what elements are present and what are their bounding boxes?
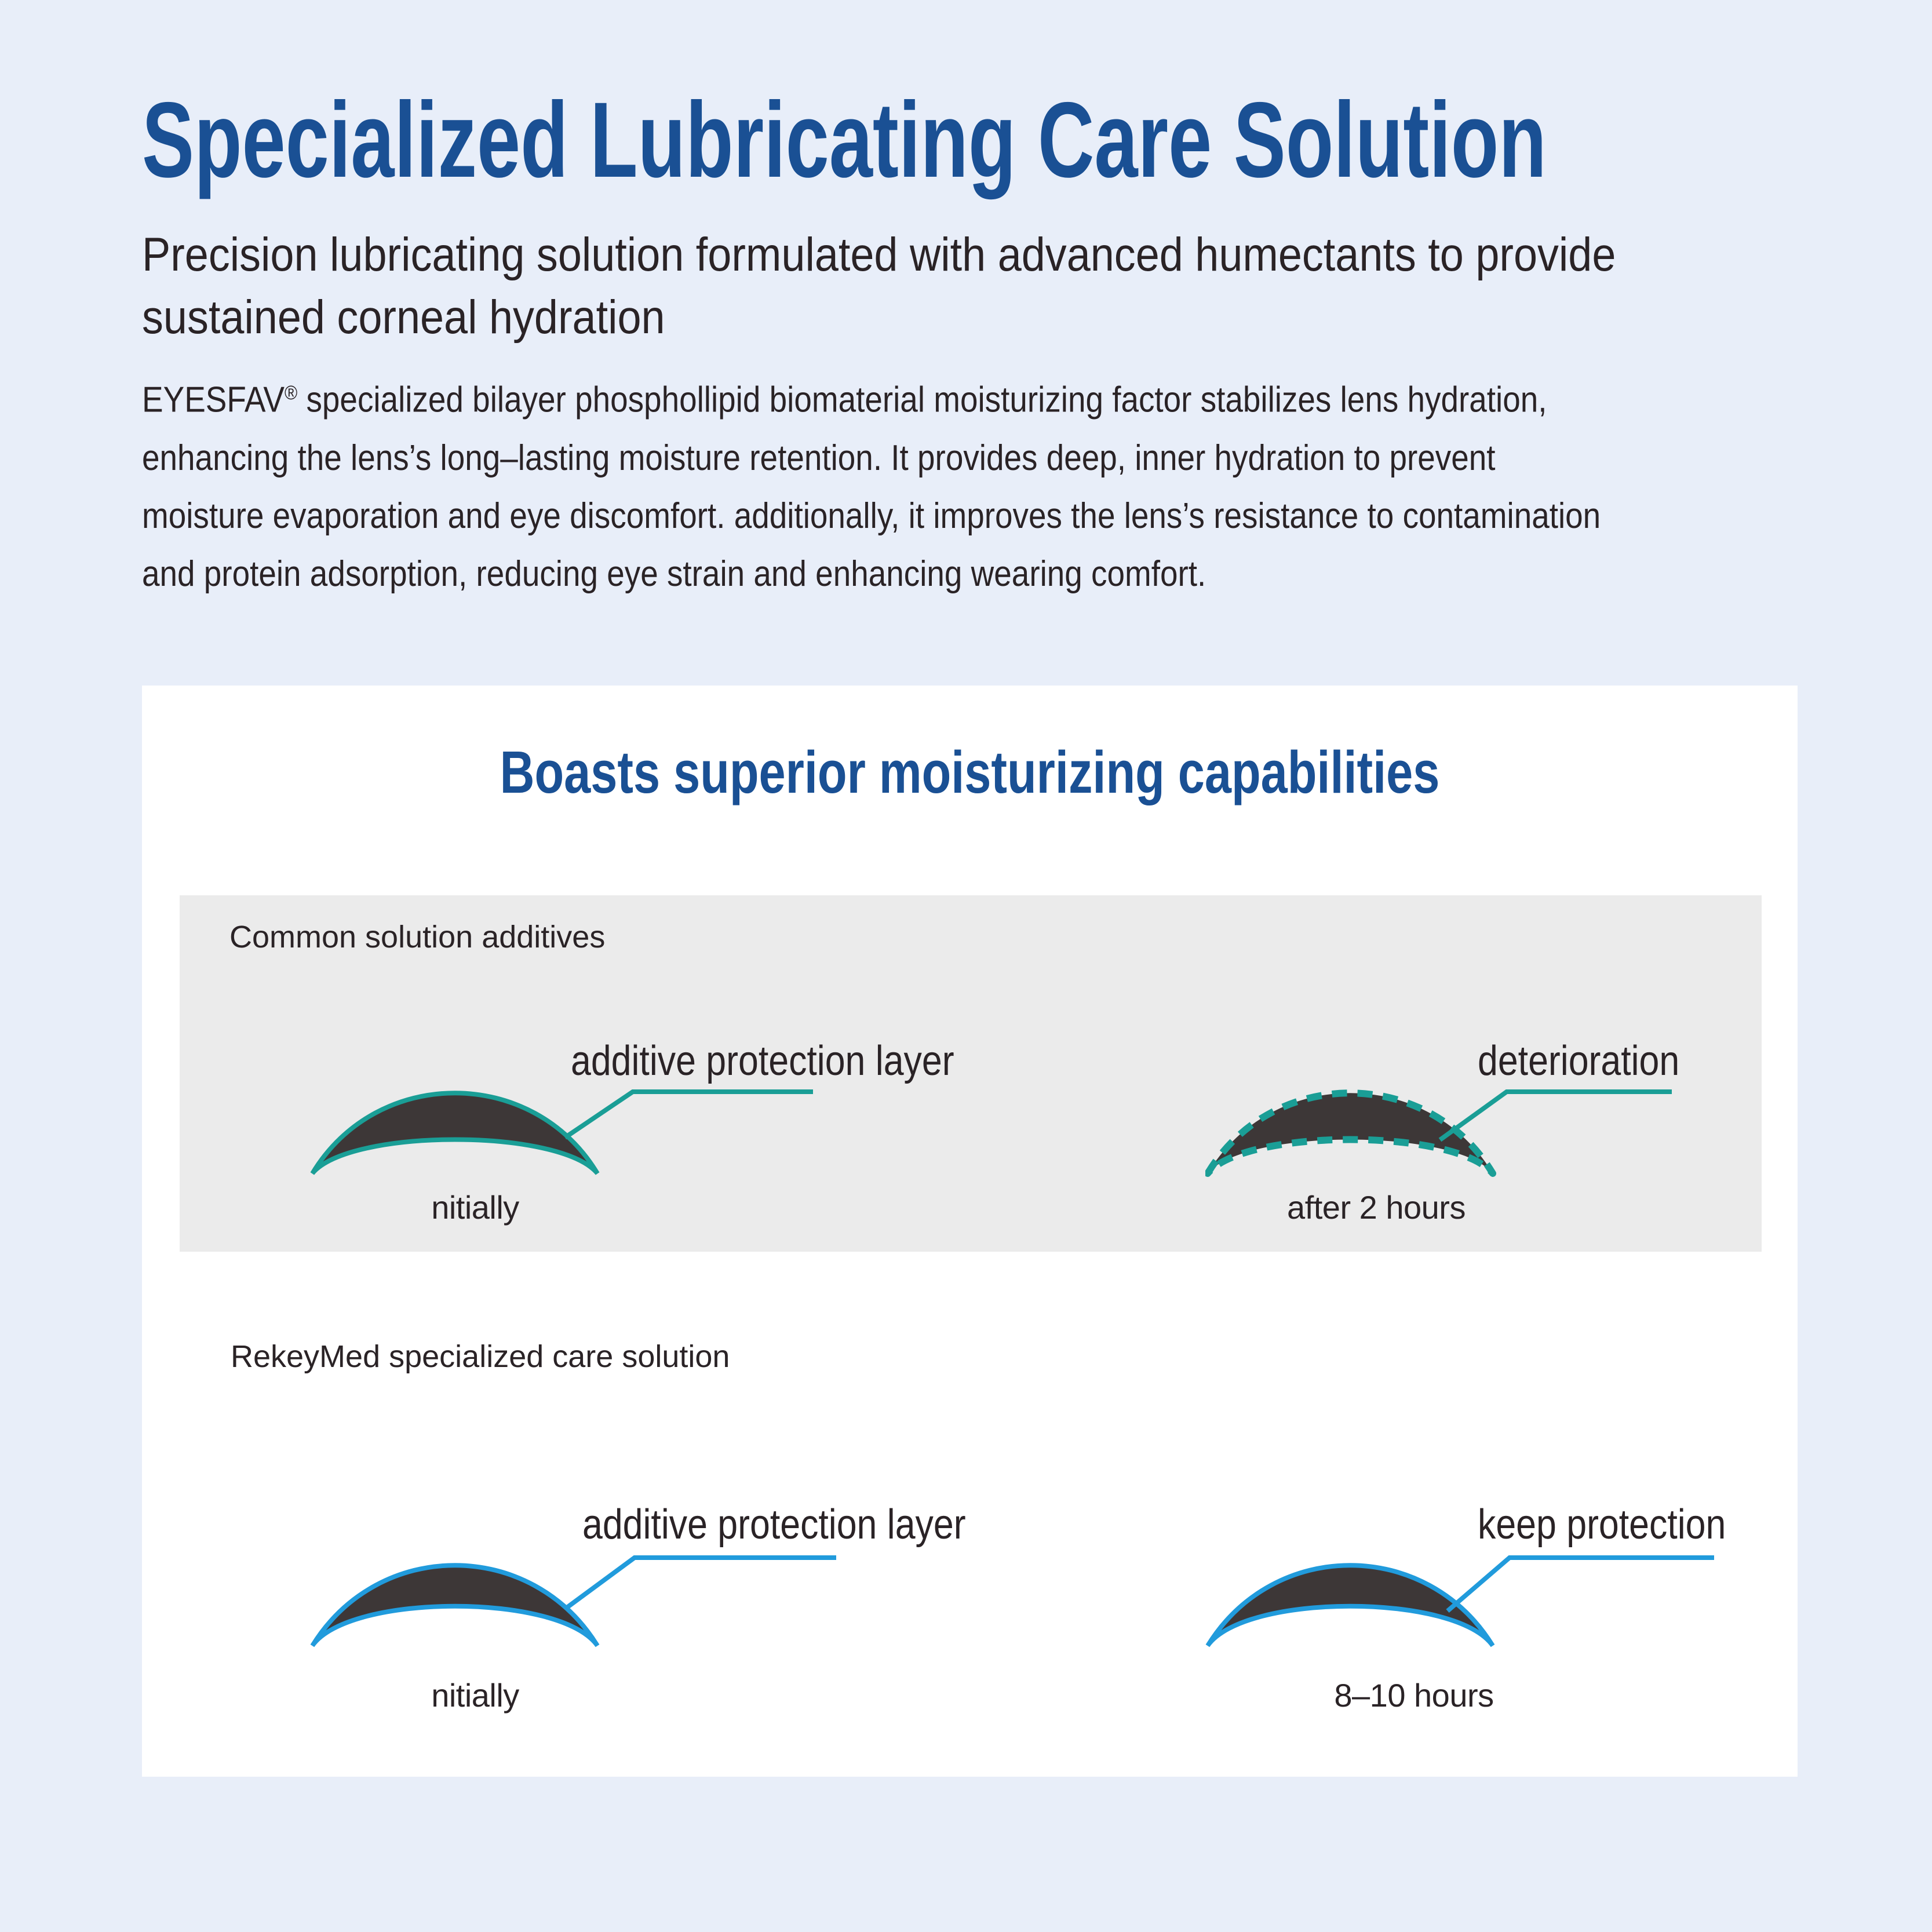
lens-figure-rekey-initial [310,1555,836,1647]
callout-line [1446,1555,1714,1613]
page-subtitle: Precision lubricating solution formulate… [142,224,1616,349]
lens-figure-common-initial [310,1089,813,1175]
diagram-common-after: deterioration after 2 hours [1205,1040,1924,1231]
caption: after 2 hours [1287,1189,1466,1226]
common-additives-label: Common solution additives [229,920,606,954]
callout-label: additive protection layer [582,1501,966,1548]
intro-line4: and protein adsorption, reducing eye str… [142,553,1206,594]
page-subtitle-line2: sustained corneal hydration [142,291,665,344]
intro-line1: specialized bilayer phosphollipid biomat… [297,380,1547,420]
diagram-rekey-after: keep protection 8–10 hours [1205,1492,1924,1736]
callout-line [1438,1089,1672,1142]
callout-line [564,1555,836,1610]
callout-label: additive protection layer [571,1038,954,1084]
page-title: Specialized Lubricating Care Solution [142,81,1547,200]
lens-crescent-dashed-teal-icon [1205,1089,1496,1177]
card-heading: Boasts superior moisturizing capabilitie… [500,739,1440,805]
caption: nitially [431,1677,519,1714]
rekeymed-label: RekeyMed specialized care solution [231,1339,730,1374]
lens-crescent-solid-blue-icon [310,1563,600,1647]
diagram-rekey-initial: additive protection layer nitially [310,1492,1063,1736]
lens-figure-rekey-after [1205,1555,1714,1647]
lens-figure-common-after [1205,1089,1672,1177]
callout-label: keep protection [1478,1501,1726,1548]
callout-line [563,1089,813,1140]
brand-name: EYESFAV [142,380,285,420]
common-additives-panel: Common solution additives [180,895,1762,1252]
intro-paragraph: EYESFAV® specialized bilayer phosphollip… [142,364,1601,603]
caption: nitially [431,1189,519,1226]
lens-crescent-solid-blue-icon [1205,1563,1495,1647]
page-subtitle-line1: Precision lubricating solution formulate… [142,228,1616,281]
callout-label: deterioration [1478,1038,1680,1084]
intro-line2: enhancing the lens’s long–lasting moistu… [142,438,1496,478]
intro-line3: moisture evaporation and eye discomfort.… [142,495,1601,536]
lens-crescent-solid-teal-icon [310,1091,600,1175]
registered-mark-icon: ® [285,382,298,404]
diagram-common-initial: additive protection layer nitially [310,1040,1063,1231]
caption: 8–10 hours [1334,1677,1494,1714]
